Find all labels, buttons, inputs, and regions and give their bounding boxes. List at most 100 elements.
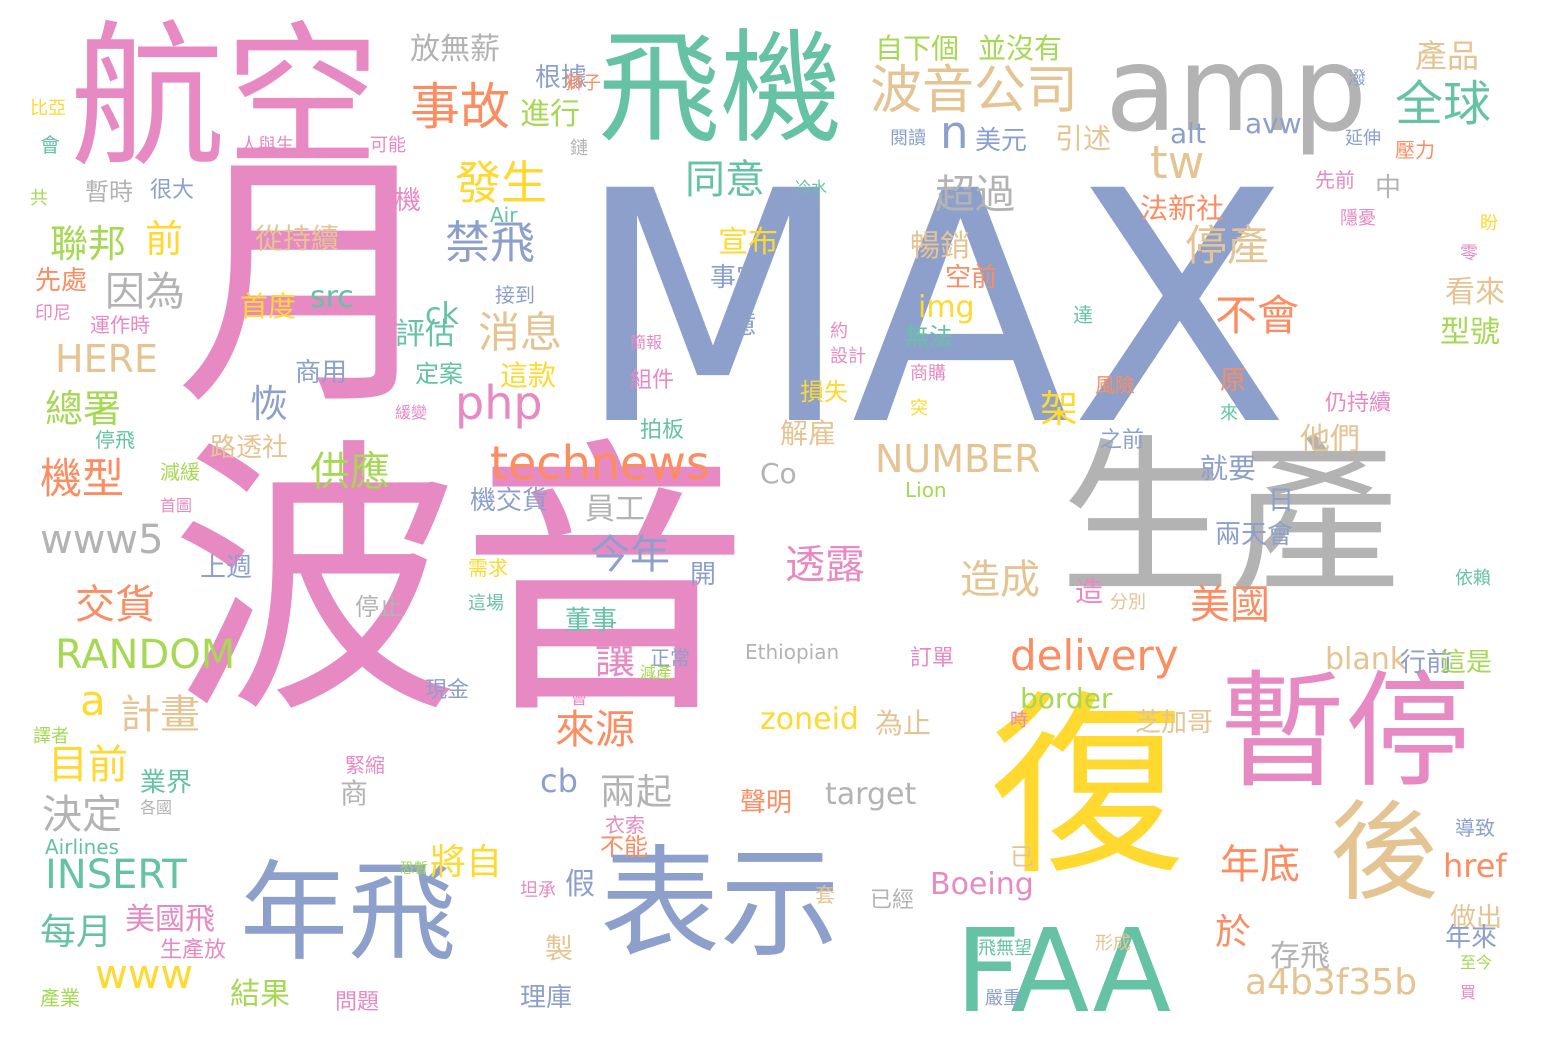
cloud-word: 月 — [175, 127, 445, 442]
cloud-word: blank — [1325, 642, 1408, 677]
cloud-word: 日 — [1268, 486, 1295, 516]
cloud-word: 看來 — [1445, 275, 1505, 310]
cloud-word: 機 — [395, 186, 422, 216]
cloud-word: 生產放 — [160, 938, 227, 963]
cloud-word: 業界 — [140, 768, 193, 798]
cloud-word: 緊縮 — [345, 753, 385, 777]
cloud-word: 產品 — [1415, 37, 1480, 75]
cloud-word: Boeing — [930, 867, 1034, 902]
cloud-word: avw — [1245, 107, 1302, 140]
cloud-word: 造成 — [960, 557, 1040, 603]
cloud-word: 行前 — [1400, 648, 1453, 678]
cloud-word: 機交貨 — [470, 486, 549, 516]
cloud-word: 壓力 — [1395, 138, 1435, 162]
cloud-word: 波音 — [170, 416, 750, 753]
cloud-word: Airlines — [45, 835, 119, 859]
cloud-word: 組件 — [630, 368, 675, 393]
cloud-word: 事故 — [410, 78, 510, 136]
cloud-word: 同意 — [685, 157, 765, 203]
cloud-word: 恢 — [250, 382, 289, 426]
cloud-word: 架 — [1040, 387, 1079, 431]
cloud-word: 法新社 — [1140, 192, 1225, 225]
cloud-word: border — [1020, 682, 1113, 715]
cloud-word: 運作時 — [90, 313, 150, 337]
cloud-word: 首度 — [240, 290, 297, 323]
cloud-word: 目前 — [48, 742, 128, 788]
cloud-word: 產業 — [40, 986, 80, 1010]
cloud-word: 飛機 — [598, 18, 842, 160]
cloud-word: 依賴 — [1455, 568, 1491, 589]
cloud-word: 根據 — [535, 63, 588, 93]
cloud-word: 嚴重 — [985, 988, 1021, 1009]
cloud-word: 將自 — [430, 842, 503, 883]
cloud-word: 套 — [815, 883, 835, 907]
cloud-word: 計畫 — [120, 692, 200, 738]
cloud-word: 這款 — [500, 359, 557, 392]
cloud-word: 共 — [30, 188, 48, 209]
cloud-word: 閱讀 — [890, 128, 926, 149]
cloud-word: RANDOM — [55, 632, 236, 678]
cloud-word: 恐暫 — [400, 861, 428, 877]
cloud-word: 供應 — [310, 449, 390, 495]
cloud-word: 因為 — [105, 269, 185, 315]
cloud-word: 之前 — [1100, 428, 1145, 453]
cloud-word: 買 — [1460, 983, 1477, 1002]
cloud-word: 分別 — [1110, 592, 1146, 613]
cloud-word: 潑 — [1348, 68, 1366, 89]
cloud-word: Air — [490, 203, 518, 227]
cloud-word: 他們 — [1300, 422, 1360, 457]
cloud-word: delivery — [1010, 631, 1179, 680]
cloud-word: 董事 — [565, 606, 618, 636]
cloud-word: INSERT — [45, 852, 187, 898]
cloud-word: 仍持續 — [1325, 391, 1392, 416]
cloud-word: 商購 — [910, 363, 946, 384]
cloud-word: NUMBER — [875, 437, 1041, 481]
cloud-word: 開 — [690, 560, 717, 590]
cloud-word: 無法 — [905, 323, 953, 351]
cloud-word: 發生 — [455, 156, 547, 210]
cloud-word: 中 — [1375, 173, 1402, 203]
cloud-word: 美國 — [1190, 582, 1270, 628]
cloud-word: 減產 — [640, 663, 673, 682]
cloud-word: 譯者 — [33, 726, 69, 747]
cloud-word: 每月 — [40, 912, 113, 953]
cloud-word: img — [918, 290, 975, 325]
cloud-word: 讓 — [595, 637, 635, 683]
cloud-word: 需求 — [468, 556, 508, 580]
cloud-word: 比亞 — [30, 98, 66, 119]
cloud-word: 可能 — [370, 135, 406, 156]
cloud-word: 冷水 — [795, 178, 828, 197]
cloud-word: 型號 — [1440, 315, 1500, 350]
cloud-word: 製 — [545, 932, 574, 965]
cloud-word: 解雇 — [780, 417, 837, 450]
cloud-word: 各國 — [140, 798, 173, 817]
cloud-word: www5 — [40, 517, 164, 563]
cloud-word: FAA — [955, 905, 1172, 1039]
cloud-word: 零 — [1460, 243, 1478, 264]
cloud-word: target — [825, 777, 917, 812]
cloud-word: 今年 — [590, 532, 670, 578]
cloud-word: 事宜 — [710, 263, 763, 293]
cloud-word: 損失 — [800, 378, 848, 406]
cloud-word: 超過 — [935, 172, 1015, 218]
cloud-word: 盼 — [1480, 213, 1498, 234]
cloud-word: 減緩 — [160, 460, 200, 484]
cloud-word: 問題 — [335, 990, 380, 1015]
cloud-word: www — [95, 952, 194, 998]
cloud-word: 隱憂 — [1340, 208, 1376, 229]
cloud-word: 評估 — [395, 317, 455, 352]
cloud-word: 不能 — [600, 833, 648, 861]
cloud-word: 暢銷 — [910, 229, 970, 264]
cloud-word: 年飛 — [240, 851, 457, 976]
cloud-word: 坦承 — [520, 880, 556, 901]
cloud-word: 延伸 — [1345, 128, 1381, 149]
cloud-word: 結果 — [230, 977, 290, 1012]
cloud-word: 約 — [830, 321, 848, 342]
cloud-word: 至今 — [1460, 953, 1493, 972]
cloud-word: 獅子 — [565, 73, 601, 94]
cloud-word: Co — [760, 457, 797, 490]
cloud-word: 復 — [990, 674, 1185, 901]
cloud-word: 理庫 — [520, 983, 573, 1013]
cloud-word: 存飛 — [1270, 939, 1330, 974]
